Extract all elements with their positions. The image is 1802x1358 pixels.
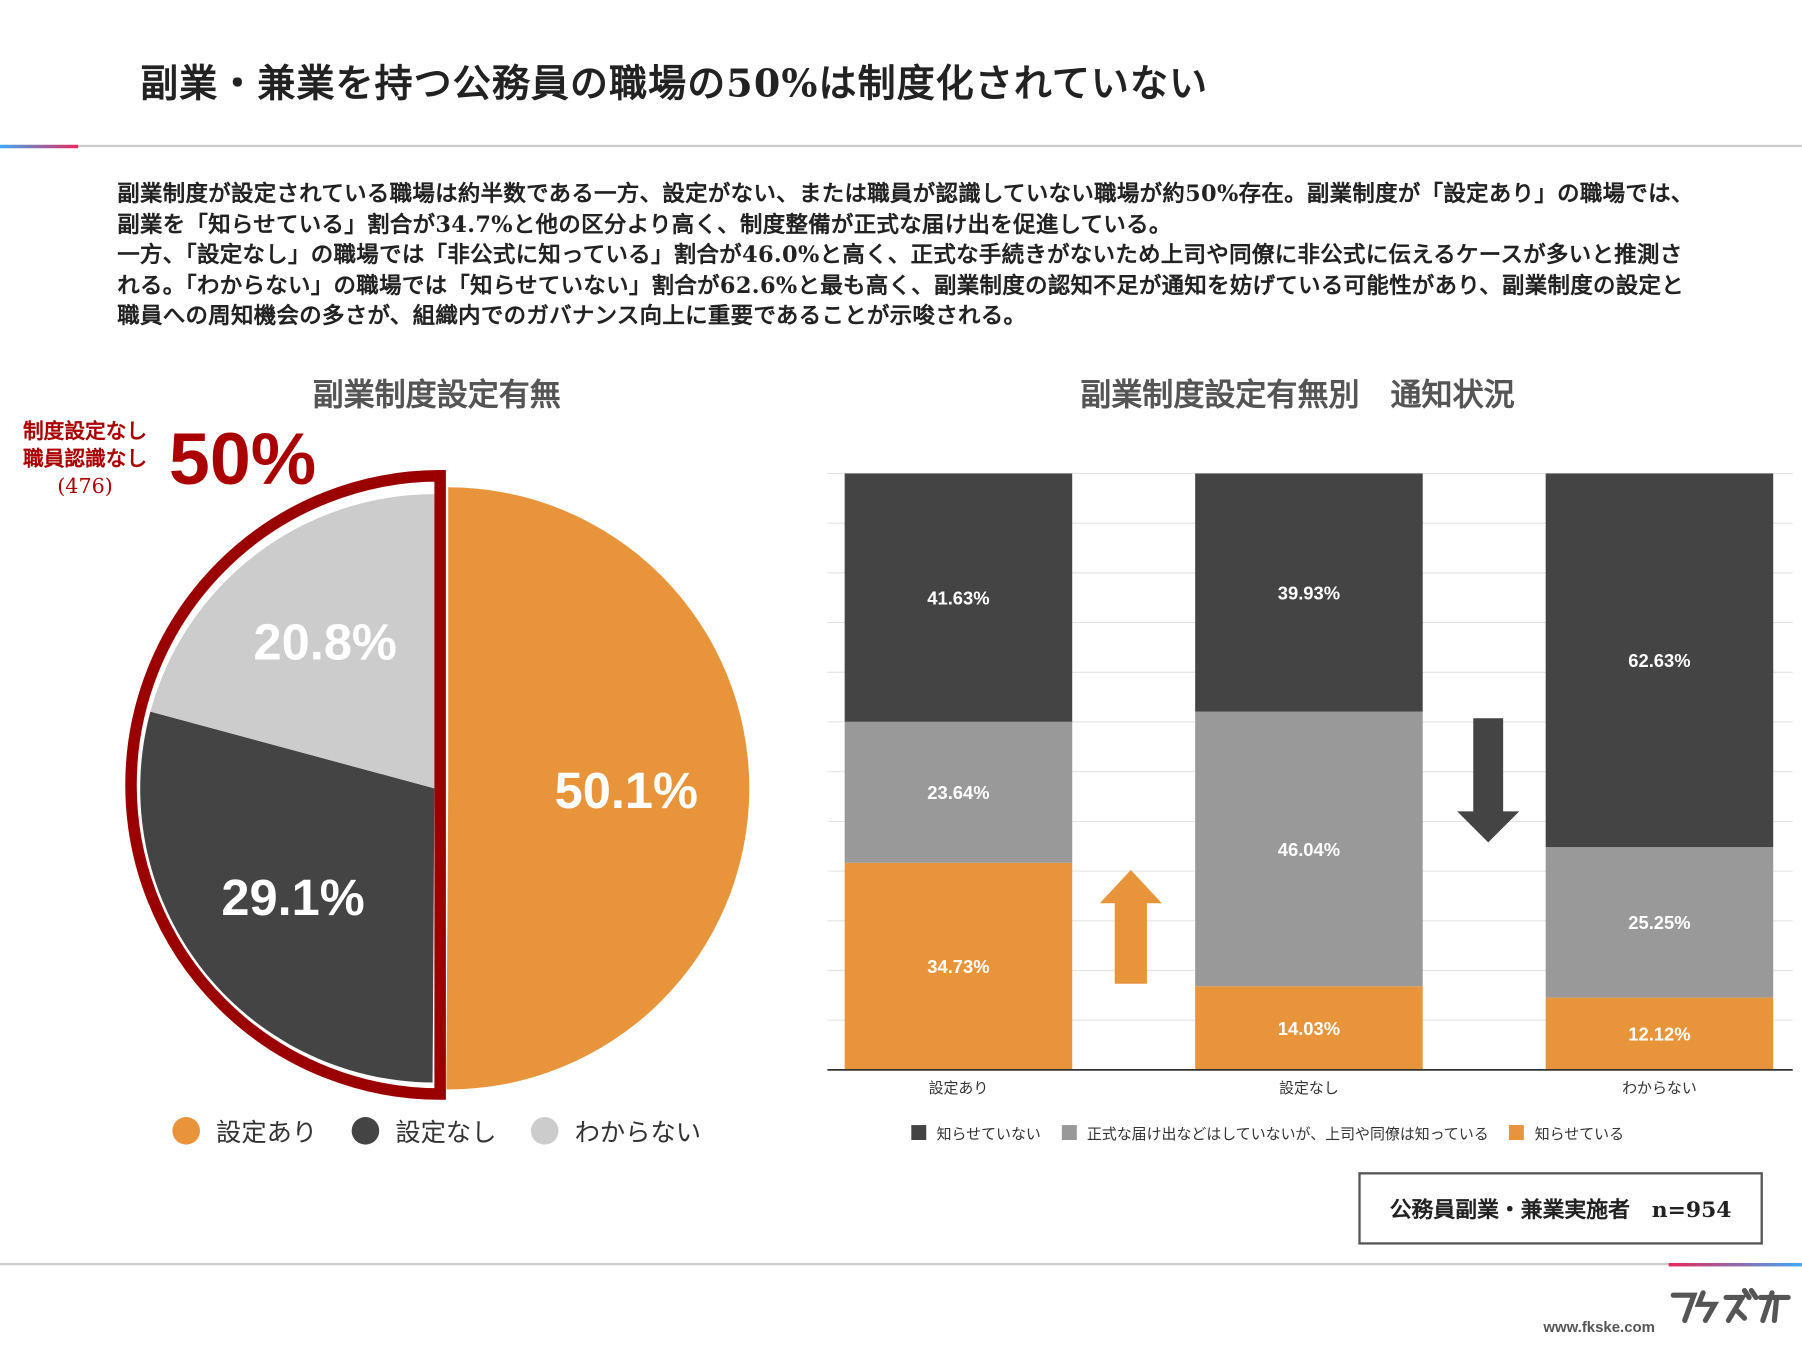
x-tick-label: 設定あり bbox=[929, 1079, 989, 1097]
legend-label: 設定なし bbox=[395, 1119, 497, 1149]
legend-label: 設定あり bbox=[216, 1119, 318, 1149]
bar-data-label: 23.64% bbox=[927, 782, 989, 803]
legend-item: 知らせていない bbox=[911, 1122, 1041, 1144]
bar-data-label: 62.63% bbox=[1628, 650, 1690, 671]
pie-chart: 50.1% 29.1% 20.8% bbox=[125, 470, 750, 1100]
legend-swatch bbox=[351, 1117, 380, 1145]
legend-swatch bbox=[172, 1117, 200, 1145]
pie-data-label: 50.1% bbox=[555, 762, 698, 819]
description-paragraph: 副業制度が設定されている職場は約半数である一方、設定がない、または職員が認識して… bbox=[117, 180, 1694, 238]
bar-segment bbox=[1195, 986, 1423, 1070]
footer-url: www.fkske.com bbox=[1543, 1318, 1655, 1336]
legend-swatch bbox=[530, 1117, 559, 1145]
legend-label: 知らせている bbox=[1534, 1126, 1625, 1144]
bar-chart: 34.73% 23.64% 41.63% 設定あり 14.03% 46.04% 39.93%… bbox=[827, 472, 1793, 1097]
legend-item: 設定なし bbox=[351, 1112, 497, 1149]
sample-size-note: 公務員副業・兼業実施者 n=954 bbox=[1358, 1172, 1763, 1245]
bar-chart-title: 副業制度設定有無別 通知状況 bbox=[1080, 378, 1515, 414]
legend-swatch bbox=[1061, 1125, 1077, 1141]
bar-segment bbox=[844, 721, 1073, 863]
description: 副業制度が設定されている職場は約半数である一方、設定がない、または職員が認識して… bbox=[117, 179, 1703, 331]
divider-accent bbox=[1668, 1262, 1802, 1267]
legend-label: 正式な届け出などはしていないが、上司や同僚は知っている bbox=[1086, 1126, 1489, 1144]
callout-label: 制度設定なし 職員認識なし (476) bbox=[11, 418, 158, 501]
bar-segment bbox=[1545, 473, 1774, 848]
bar-data-label: 46.04% bbox=[1278, 839, 1340, 860]
bar-segment bbox=[1195, 473, 1423, 712]
bar-segment bbox=[844, 862, 1073, 1070]
bar-segment bbox=[1195, 711, 1423, 987]
bar-data-label: 12.12% bbox=[1628, 1024, 1690, 1045]
bar-segment bbox=[1545, 997, 1774, 1070]
legend-swatch bbox=[911, 1125, 927, 1141]
arrow-up-icon bbox=[1099, 869, 1162, 984]
page-title: 副業・兼業を持つ公務員の職場の50%は制度化されていない bbox=[140, 60, 1209, 106]
x-tick-label: 設定なし bbox=[1279, 1079, 1339, 1097]
description-paragraph: 一方、「設定なし」の職場では「非公式に知っている」割合が46.0%と高く、正式な… bbox=[117, 241, 1685, 329]
bar-data-label: 39.93% bbox=[1278, 582, 1340, 603]
bar-legend: 知らせていない 正式な届け出などはしていないが、上司や同僚は知っている 知らせている bbox=[911, 1122, 1625, 1144]
divider-accent bbox=[0, 144, 79, 149]
callout-line: 職員認識なし bbox=[22, 447, 148, 472]
pie-highlight-outline bbox=[125, 470, 446, 1100]
legend-item: 知らせている bbox=[1509, 1122, 1625, 1144]
legend-label: わからない bbox=[574, 1119, 702, 1149]
pie-slice bbox=[446, 487, 750, 1090]
x-tick-label: わからない bbox=[1622, 1079, 1697, 1097]
bar-data-label: 14.03% bbox=[1278, 1018, 1340, 1039]
pie-data-label: 20.8% bbox=[254, 614, 397, 671]
bar-segment bbox=[1545, 847, 1774, 998]
legend-item: わからない bbox=[530, 1112, 702, 1149]
pie-slice bbox=[150, 494, 435, 789]
bar-data-label: 41.63% bbox=[927, 588, 989, 609]
callout-count: (476) bbox=[57, 474, 113, 499]
divider bbox=[0, 144, 1802, 148]
bar-data-label: 25.25% bbox=[1628, 912, 1690, 933]
legend-swatch bbox=[1509, 1125, 1525, 1141]
pie-slice bbox=[140, 711, 435, 1083]
callout-percent: 50% bbox=[168, 417, 317, 500]
arrow-down-icon bbox=[1457, 718, 1520, 843]
legend-item: 正式な届け出などはしていないが、上司や同僚は知っている bbox=[1061, 1122, 1489, 1144]
pie-data-label: 29.1% bbox=[221, 869, 364, 926]
divider bbox=[0, 1262, 1802, 1266]
bar-data-label: 34.73% bbox=[927, 956, 989, 977]
legend-label: 知らせていない bbox=[936, 1126, 1041, 1144]
legend-item: 設定あり bbox=[172, 1112, 317, 1149]
pie-legend: 設定あり 設定なし わからない bbox=[172, 1112, 701, 1149]
pie-chart-title: 副業制度設定有無 bbox=[312, 378, 561, 414]
company-logo bbox=[1670, 1287, 1791, 1324]
bar-segment bbox=[844, 473, 1073, 722]
callout-line: 制度設定なし bbox=[22, 419, 148, 444]
